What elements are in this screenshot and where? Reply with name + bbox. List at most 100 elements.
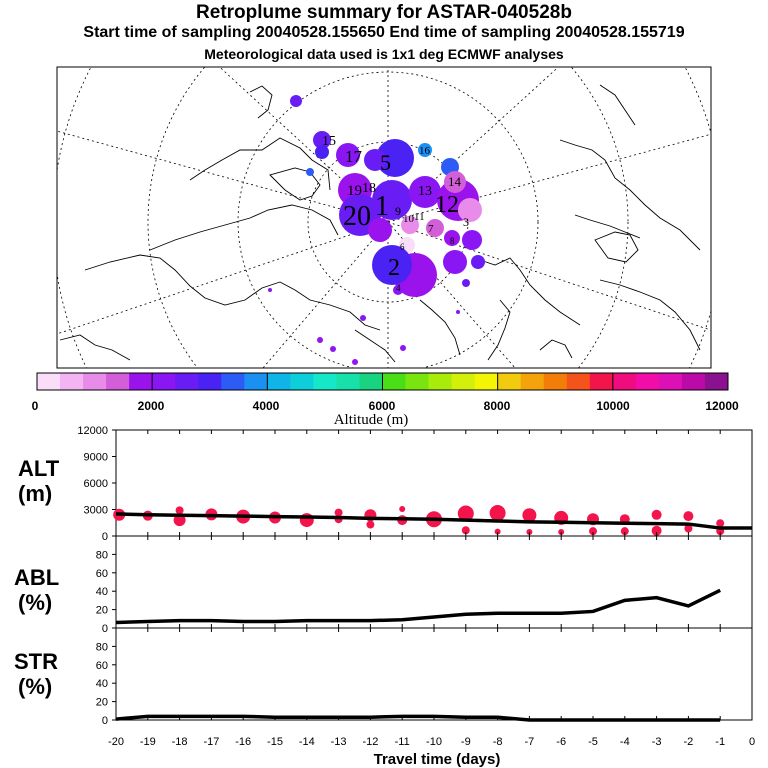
colorbar-swatch (382, 373, 406, 390)
x-tick-label: -12 (362, 736, 378, 748)
colorbar-swatch (658, 373, 683, 390)
abl-y-tick-label: 40 (96, 586, 108, 598)
plume-label: 20 (343, 201, 371, 232)
plume-point (315, 145, 329, 159)
abl-y-tick-label: 60 (96, 568, 108, 580)
plume-label: 10 (403, 213, 415, 225)
colorbar-swatch (474, 373, 499, 390)
alt-line (115, 512, 752, 530)
x-tick-label: -2 (684, 736, 694, 748)
plume-point (317, 337, 323, 343)
colorbar-swatch (37, 373, 61, 390)
plume-label: 15 (322, 134, 336, 149)
x-axis-title: Travel time (days) (374, 751, 501, 768)
plume-label: 11 (414, 211, 425, 223)
plume-point (444, 171, 466, 193)
plume-point (462, 279, 470, 287)
x-tick-label: -17 (203, 736, 219, 748)
colorbar-swatch (244, 373, 268, 390)
alt-dot (716, 519, 725, 528)
colorbar-swatch (336, 373, 360, 390)
colorbar-tick-label: 6000 (369, 399, 396, 413)
abl-y-tick-label: 0 (102, 623, 108, 635)
alt-label: ALT (18, 456, 60, 481)
colorbar-swatch (704, 373, 729, 390)
colorbar-swatch (290, 373, 314, 390)
x-tick-label: -1 (715, 736, 725, 748)
alt-dot (461, 526, 470, 535)
colorbar-swatch (566, 373, 591, 390)
x-tick-label: -20 (108, 736, 124, 748)
x-tick-label: -8 (493, 736, 503, 748)
str-unit: (%) (18, 674, 52, 699)
colorbar-swatch (106, 373, 130, 390)
plume-point (352, 359, 358, 365)
colorbar-swatch (681, 373, 706, 390)
abl-label: ABL (14, 565, 59, 590)
colorbar-tick-label: 10000 (596, 399, 630, 413)
plume-label: 6 (400, 242, 405, 252)
colorbar-swatch (60, 373, 84, 390)
plume-point (409, 176, 441, 208)
plume-label-group: 15 17 20 19 18 16 1 12 13 14 2 3 5 6 7 8… (322, 134, 469, 293)
x-tick-label: -9 (461, 736, 471, 748)
plume-point (360, 315, 366, 321)
x-tick-label: 0 (749, 736, 755, 748)
abl-y-tick-label: 80 (96, 549, 108, 561)
colorbar-swatch (175, 373, 199, 390)
plume-label: 17 (345, 147, 363, 166)
alt-dot (489, 505, 506, 522)
colorbar-swatch (129, 373, 153, 390)
alt-dot (173, 514, 186, 527)
x-tick-label: -3 (652, 736, 662, 748)
alt-y-tick-label: 12000 (77, 425, 108, 437)
colorbar-swatch (589, 373, 614, 390)
str-y-tick-label: 60 (96, 660, 108, 672)
plume-point (462, 230, 482, 250)
plume-point (290, 95, 302, 107)
colorbar-swatch (267, 373, 291, 390)
str-y-tick-label: 80 (96, 641, 108, 653)
plume-label: 14 (448, 174, 462, 189)
plume-label: 7 (428, 223, 434, 235)
x-tick-label: -15 (267, 736, 283, 748)
plume-point (401, 216, 419, 234)
x-tick-label: -4 (620, 736, 630, 748)
plume-point (376, 139, 414, 177)
x-tick-label: -6 (556, 736, 566, 748)
colorbar-swatch (497, 373, 522, 390)
plume-point (443, 250, 467, 274)
colorbar-swatch (543, 373, 568, 390)
colorbar-swatch (635, 373, 660, 390)
alt-dot (620, 527, 629, 536)
plume-point (268, 288, 272, 292)
plume-point (330, 346, 336, 352)
str-line (115, 714, 721, 722)
plume-point (393, 285, 403, 295)
alt-dot (651, 509, 662, 520)
colorbar-tick-label: 2000 (138, 399, 165, 413)
plume-label: 19 (347, 183, 362, 199)
time-series-panels: 0 3000 6000 9000 12000 0 20 40 60 80 0 20 40 60 80 -… (77, 425, 755, 748)
x-axis-ticks: -20 -19 -18 -17 -16 -15 -14 -13 -12 -11 -10 -9 -8 -7-… (108, 430, 755, 748)
plume-point (400, 345, 406, 351)
alt-dot (651, 525, 662, 536)
plume-label: 16 (419, 145, 431, 157)
alt-dot (457, 505, 474, 522)
alt-y-tick-label: 9000 (84, 452, 108, 464)
colorbar-swatch (612, 373, 637, 390)
colorbar-swatch (313, 373, 337, 390)
str-y-tick-label: 40 (96, 678, 108, 690)
x-tick-label: -10 (426, 736, 442, 748)
alt-dot (334, 508, 343, 517)
x-tick-label: -5 (588, 736, 598, 748)
x-tick-label: -14 (299, 736, 315, 748)
colorbar-swatch (520, 373, 545, 390)
plume-point (372, 245, 412, 285)
plume-point (368, 218, 392, 242)
plume-point (444, 230, 460, 246)
str-label: STR (14, 649, 58, 674)
colorbar-swatch (152, 373, 176, 390)
coastlines (59, 84, 701, 363)
